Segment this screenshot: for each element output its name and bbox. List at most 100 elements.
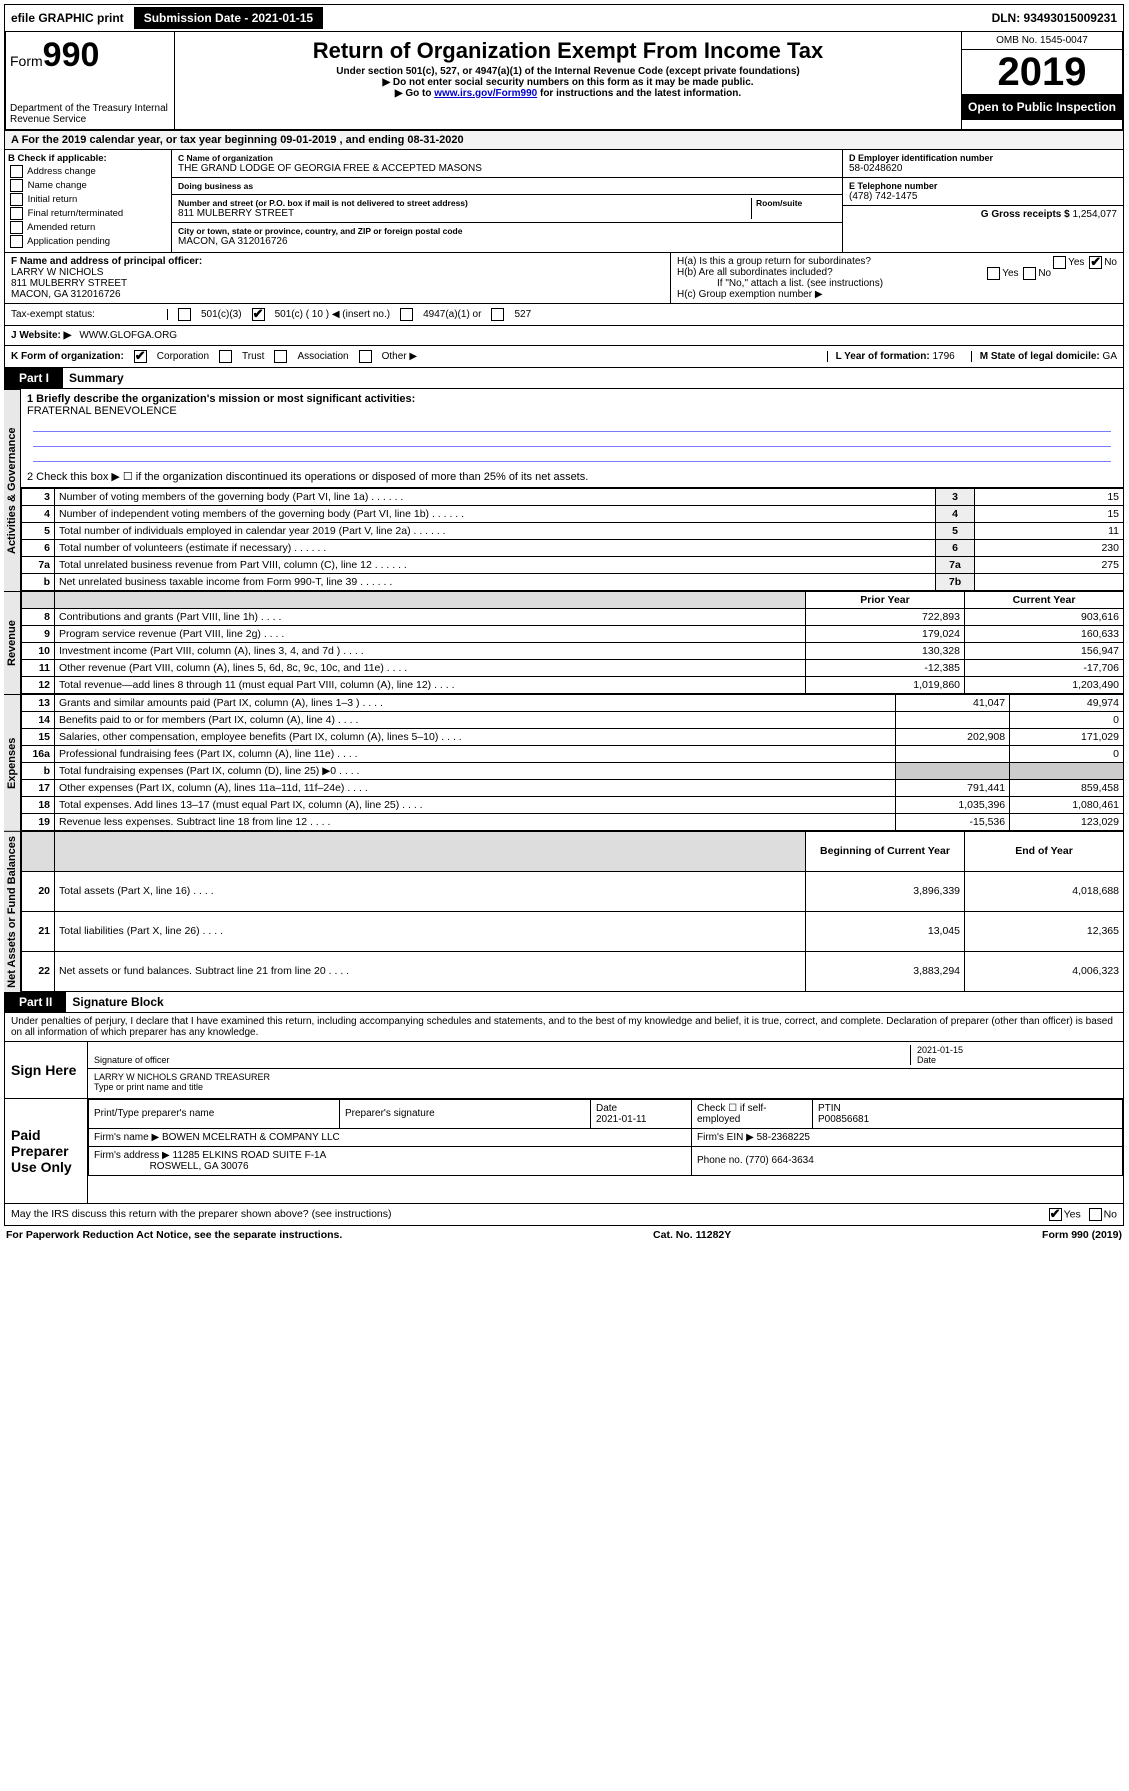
firm-addr2: ROSWELL, GA 30076	[150, 1161, 249, 1172]
ha-yes-checkbox[interactable]	[1053, 256, 1066, 269]
part1-header: Part I Summary	[4, 368, 1124, 389]
discuss-no-checkbox[interactable]	[1089, 1208, 1102, 1221]
top-toolbar: efile GRAPHIC print Submission Date - 20…	[4, 4, 1124, 32]
gov-row-6: 6 Total number of volunteers (estimate i…	[22, 540, 1124, 557]
section-fh: F Name and address of principal officer:…	[4, 253, 1124, 304]
governance-table: 3 Number of voting members of the govern…	[21, 488, 1124, 591]
other-checkbox[interactable]	[359, 350, 372, 363]
expenses-section: Expenses 13 Grants and similar amounts p…	[4, 694, 1124, 831]
discuss-row: May the IRS discuss this return with the…	[4, 1204, 1124, 1226]
paid-preparer-block: Paid Preparer Use Only Print/Type prepar…	[4, 1099, 1124, 1204]
hb-no-checkbox[interactable]	[1023, 267, 1036, 280]
tax-year: 2019	[962, 50, 1122, 94]
firm-ein: 58-2368225	[757, 1132, 810, 1143]
year-formation: 1796	[932, 351, 954, 362]
checkbox-application-pending[interactable]: Application pending	[8, 235, 168, 248]
row-14: 14 Benefits paid to or for members (Part…	[22, 712, 1124, 729]
ptin: P00856681	[818, 1114, 869, 1125]
gross-receipts: 1,254,077	[1073, 209, 1118, 220]
row-19: 19 Revenue less expenses. Subtract line …	[22, 814, 1124, 831]
trust-checkbox[interactable]	[219, 350, 232, 363]
perjury-text: Under penalties of perjury, I declare th…	[4, 1013, 1124, 1042]
section-h: H(a) Is this a group return for subordin…	[671, 253, 1123, 303]
row-18: 18 Total expenses. Add lines 13–17 (must…	[22, 797, 1124, 814]
gov-row-3: 3 Number of voting members of the govern…	[22, 489, 1124, 506]
gov-row-5: 5 Total number of individuals employed i…	[22, 523, 1124, 540]
prep-date: 2021-01-11	[596, 1114, 646, 1125]
website-value: WWW.GLOFGA.ORG	[79, 330, 177, 341]
org-name: THE GRAND LODGE OF GEORGIA FREE & ACCEPT…	[178, 163, 482, 174]
tax-year-line: A For the 2019 calendar year, or tax yea…	[4, 131, 1124, 150]
form-number: Form990	[10, 36, 170, 75]
gov-row-4: 4 Number of independent voting members o…	[22, 506, 1124, 523]
efile-label[interactable]: efile GRAPHIC print	[7, 9, 128, 27]
ein: 58-0248620	[849, 163, 902, 174]
section-c: C Name of organization THE GRAND LODGE O…	[172, 150, 843, 252]
firm-addr1: 11285 ELKINS ROAD SUITE F-1A	[173, 1150, 327, 1161]
netassets-section: Net Assets or Fund Balances Beginning of…	[4, 831, 1124, 992]
501c-checkbox[interactable]	[252, 308, 265, 321]
501c3-checkbox[interactable]	[178, 308, 191, 321]
form-header: Form990 Department of the Treasury Inter…	[4, 32, 1124, 131]
street: 811 MULBERRY STREET	[178, 208, 294, 219]
page-footer: For Paperwork Reduction Act Notice, see …	[4, 1226, 1124, 1244]
website-row: J Website: ▶ WWW.GLOFGA.ORG	[4, 326, 1124, 346]
checkbox-final-return-terminated[interactable]: Final return/terminated	[8, 207, 168, 220]
form-title: Return of Organization Exempt From Incom…	[179, 38, 957, 64]
officer-sig-name: LARRY W NICHOLS GRAND TREASURER	[94, 1072, 270, 1082]
row-10: 10 Investment income (Part VIII, column …	[22, 643, 1124, 660]
k-row: K Form of organization: Corporation Trus…	[4, 346, 1124, 368]
sign-here-block: Sign Here Signature of officer 2021-01-1…	[4, 1042, 1124, 1099]
state-domicile: GA	[1103, 351, 1117, 362]
row-9: 9 Program service revenue (Part VIII, li…	[22, 626, 1124, 643]
checkbox-name-change[interactable]: Name change	[8, 179, 168, 192]
row-15: 15 Salaries, other compensation, employe…	[22, 729, 1124, 746]
row-16a: 16a Professional fundraising fees (Part …	[22, 746, 1124, 763]
preparer-table: Print/Type preparer's name Preparer's si…	[88, 1099, 1123, 1176]
section-b: B Check if applicable: Address change Na…	[5, 150, 172, 252]
firm-phone: (770) 664-3634	[745, 1155, 813, 1166]
open-public-badge: Open to Public Inspection	[962, 94, 1122, 120]
subtitle-3: ▶ Go to www.irs.gov/Form990 for instruct…	[179, 88, 957, 99]
dln-label: DLN: 93493015009231	[992, 11, 1121, 25]
mission-text: FRATERNAL BENEVOLENCE	[27, 405, 1117, 417]
4947-checkbox[interactable]	[400, 308, 413, 321]
checkbox-amended-return[interactable]: Amended return	[8, 221, 168, 234]
governance-section: Activities & Governance 1 Briefly descri…	[4, 389, 1124, 591]
sign-date: 2021-01-15	[917, 1045, 963, 1055]
section-f: F Name and address of principal officer:…	[5, 253, 671, 303]
subtitle-1: Under section 501(c), 527, or 4947(a)(1)…	[179, 66, 957, 77]
officer-name: LARRY W NICHOLS	[11, 267, 664, 278]
section-d: D Employer identification number 58-0248…	[843, 150, 1123, 252]
firm-name: BOWEN MCELRATH & COMPANY LLC	[162, 1132, 340, 1143]
row-22: 22 Net assets or fund balances. Subtract…	[22, 951, 1124, 991]
submission-date-button[interactable]: Submission Date - 2021-01-15	[134, 7, 323, 29]
row-17: 17 Other expenses (Part IX, column (A), …	[22, 780, 1124, 797]
netassets-side-label: Net Assets or Fund Balances	[4, 831, 21, 992]
revenue-side-label: Revenue	[4, 591, 21, 694]
expenses-side-label: Expenses	[4, 694, 21, 831]
hb-yes-checkbox[interactable]	[987, 267, 1000, 280]
revenue-section: Revenue Prior Year Current Year8 Contrib…	[4, 591, 1124, 694]
ha-no-checkbox[interactable]	[1089, 256, 1102, 269]
form990-link[interactable]: www.irs.gov/Form990	[434, 88, 537, 99]
discuss-yes-checkbox[interactable]	[1049, 1208, 1062, 1221]
checkbox-address-change[interactable]: Address change	[8, 165, 168, 178]
gov-row-7b: b Net unrelated business taxable income …	[22, 574, 1124, 591]
corp-checkbox[interactable]	[134, 350, 147, 363]
part2-header: Part II Signature Block	[4, 992, 1124, 1013]
telephone: (478) 742-1475	[849, 191, 917, 202]
row-8: 8 Contributions and grants (Part VIII, l…	[22, 609, 1124, 626]
assoc-checkbox[interactable]	[274, 350, 287, 363]
checkbox-initial-return[interactable]: Initial return	[8, 193, 168, 206]
row-11: 11 Other revenue (Part VIII, column (A),…	[22, 660, 1124, 677]
subtitle-2: ▶ Do not enter social security numbers o…	[179, 77, 957, 88]
527-checkbox[interactable]	[491, 308, 504, 321]
row-b: b Total fundraising expenses (Part IX, c…	[22, 763, 1124, 780]
revenue-table: Prior Year Current Year8 Contributions a…	[21, 591, 1124, 694]
expenses-table: 13 Grants and similar amounts paid (Part…	[21, 694, 1124, 831]
tax-status-row: Tax-exempt status: 501(c)(3) 501(c) ( 10…	[4, 304, 1124, 326]
dept-label: Department of the Treasury Internal Reve…	[10, 103, 170, 125]
row-13: 13 Grants and similar amounts paid (Part…	[22, 695, 1124, 712]
omb-number: OMB No. 1545-0047	[962, 32, 1122, 50]
